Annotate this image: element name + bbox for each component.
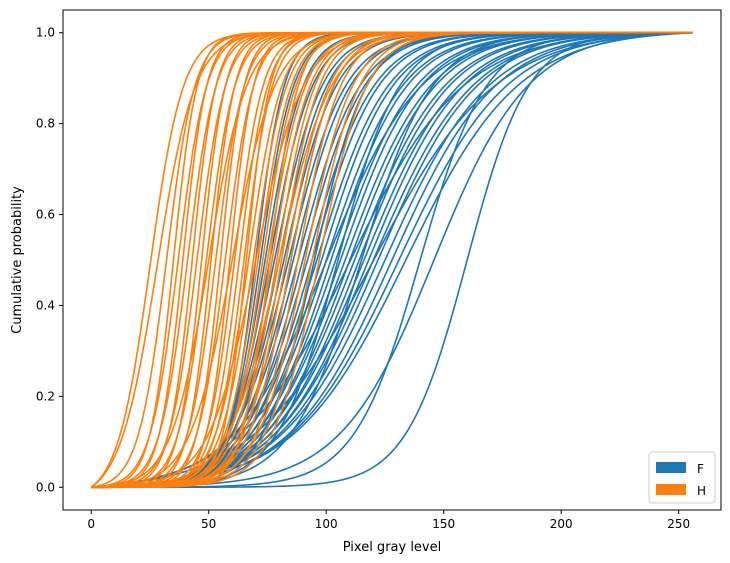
- y-axis-label: Cumulative probability: [10, 186, 25, 334]
- y-tick-label: 1.0: [36, 26, 55, 40]
- y-axis-ticks: 0.0 0.2 0.4 0.6 0.8 1.0: [36, 26, 63, 494]
- x-tick-label: 50: [201, 517, 216, 531]
- x-tick-label: 250: [667, 517, 690, 531]
- legend-label-f: F: [697, 462, 704, 476]
- plot-area: [90, 31, 693, 489]
- legend: F H: [648, 451, 716, 504]
- y-tick-label: 0.8: [36, 117, 55, 131]
- legend-swatch-h: [656, 484, 686, 495]
- x-axis-label: Pixel gray level: [343, 540, 442, 555]
- axes-frame: [62, 9, 722, 511]
- y-tick-label: 0.6: [36, 208, 55, 222]
- curve-f-40: [91, 31, 693, 489]
- x-tick-label: 200: [550, 517, 573, 531]
- legend-label-h: H: [697, 484, 706, 498]
- x-tick-label: 100: [315, 517, 338, 531]
- y-tick-label: 0.4: [36, 298, 55, 312]
- legend-swatch-f: [656, 462, 686, 473]
- y-tick-label: 0.2: [36, 389, 55, 403]
- y-tick-label: 0.0: [36, 480, 55, 494]
- x-axis-ticks: 0 50 100 150 200 250: [87, 510, 690, 531]
- x-tick-label: 150: [432, 517, 455, 531]
- x-tick-label: 0: [87, 517, 95, 531]
- curve-h-38: [91, 31, 693, 489]
